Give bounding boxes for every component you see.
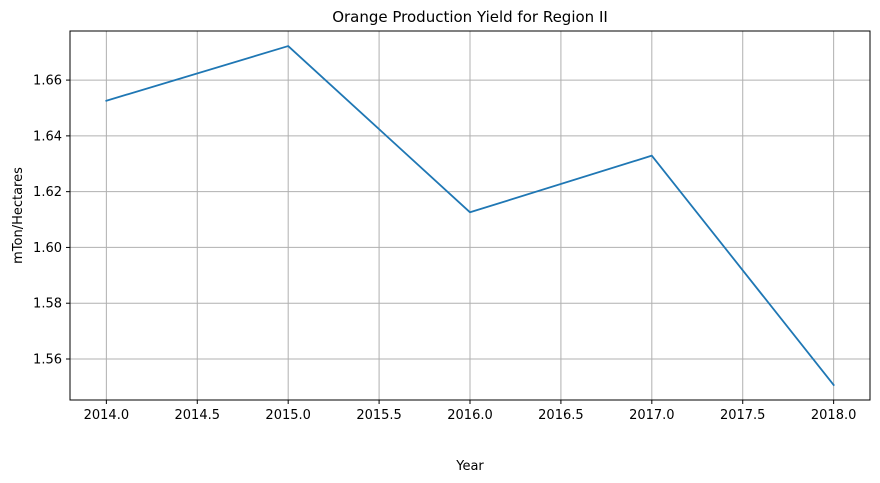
x-tick-label: 2017.5 [720, 408, 766, 423]
y-tick-label: 1.60 [33, 241, 62, 256]
x-tick-label: 2014.0 [84, 408, 130, 423]
chart-title: Orange Production Yield for Region II [332, 8, 608, 26]
y-tick-label: 1.66 [33, 74, 62, 89]
y-axis-title: mTon/Hectares [11, 167, 26, 264]
x-axis-ticks: 2014.0 2014.5 2015.0 2015.5 2016.0 2016.5 2017… [84, 400, 857, 423]
x-tick-label: 2017.0 [629, 408, 675, 423]
series-layer [105, 45, 835, 387]
x-axis-title: Year [455, 459, 484, 474]
grid-lines [70, 31, 870, 400]
y-axis-ticks: 1.56 1.58 1.60 1.62 1.64 1.66 [33, 74, 70, 368]
series-line [105, 45, 835, 387]
x-tick-label: 2015.5 [356, 408, 402, 423]
x-tick-label: 2018.0 [811, 408, 857, 423]
x-tick-label: 2016.0 [447, 408, 493, 423]
x-tick-label: 2015.0 [265, 408, 311, 423]
y-tick-label: 1.62 [33, 185, 62, 200]
y-tick-label: 1.58 [33, 297, 62, 312]
y-tick-label: 1.56 [33, 353, 62, 368]
y-tick-label: 1.64 [33, 129, 62, 144]
x-tick-label: 2016.5 [538, 408, 584, 423]
x-tick-label: 2014.5 [175, 408, 221, 423]
